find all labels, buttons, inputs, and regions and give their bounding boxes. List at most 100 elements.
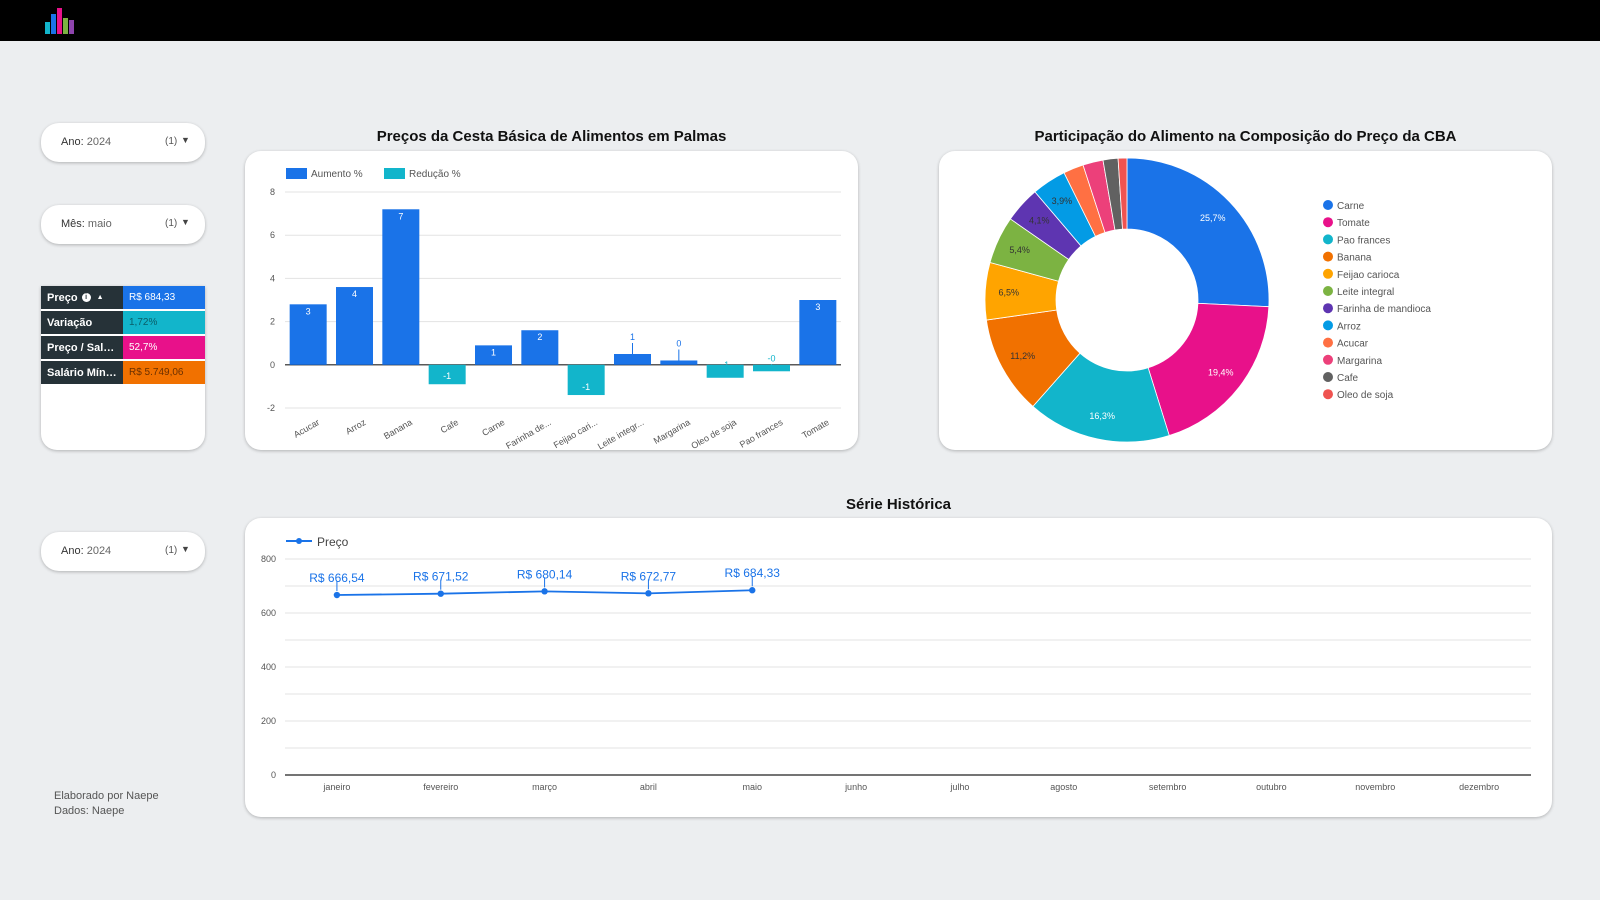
y-tick-label: 800	[261, 554, 276, 564]
x-tick-label: junho	[844, 782, 867, 792]
year-filter-count: (1)	[165, 545, 178, 556]
kpi-table: Preço i ▲ R$ 684,33 Variação 1,72% Preço /…	[41, 286, 205, 386]
data-point[interactable]	[437, 590, 444, 597]
legend-label[interactable]: Carne	[1337, 201, 1365, 212]
kpi-value: R$ 684,33	[123, 286, 205, 311]
legend-label[interactable]: Banana	[1337, 253, 1372, 264]
legend-dot	[1323, 286, 1333, 296]
x-tick-label: Arroz	[344, 417, 368, 437]
legend-label[interactable]: Margarina	[1337, 356, 1382, 367]
chevron-down-icon[interactable]: ▼	[181, 217, 190, 227]
month-filter-count: (1)	[165, 218, 178, 229]
app-logo-icon[interactable]	[45, 8, 79, 34]
year-filter-label: Ano:	[61, 136, 84, 148]
legend-label[interactable]: Pao frances	[1337, 235, 1390, 246]
bar[interactable]	[382, 209, 420, 365]
year-filter-top[interactable]: Ano: 2024 (1) ▼	[41, 123, 205, 162]
kpi-row-min-salary[interactable]: Salário Mín… R$ 5.749,06	[41, 360, 205, 386]
month-filter-label: Mês:	[61, 218, 85, 230]
point-value-label: R$ 680,14	[517, 567, 573, 581]
credits-source: Dados: Naepe	[54, 805, 125, 817]
bar-value-label: -1	[443, 371, 451, 381]
legend-label[interactable]: Arroz	[1337, 321, 1361, 332]
legend-label[interactable]: Leite integral	[1337, 287, 1394, 298]
legend-label[interactable]: Redução %	[409, 169, 461, 180]
data-point[interactable]	[541, 588, 548, 595]
legend-label[interactable]: Preço	[317, 535, 349, 549]
bar[interactable]	[475, 345, 512, 365]
legend-label[interactable]: Aumento %	[311, 169, 363, 180]
bar[interactable]	[799, 300, 837, 365]
bar[interactable]	[289, 304, 327, 365]
x-tick-label: Leite integr...	[596, 417, 646, 450]
legend-label[interactable]: Cafe	[1337, 373, 1359, 384]
y-tick-label: 6	[270, 230, 275, 240]
bar[interactable]	[336, 287, 373, 365]
x-tick-label: setembro	[1149, 782, 1187, 792]
donut-chart[interactable]: 25,7% 19,4% 16,3% 11,2% 6,5% 5,4% 4,1%3,9% Carn…	[939, 151, 1552, 450]
chevron-down-icon[interactable]: ▼	[181, 544, 190, 554]
y-tick-label: 0	[270, 360, 275, 370]
slice-label: 16,3%	[1089, 411, 1115, 421]
bar[interactable]	[753, 364, 790, 372]
legend-label[interactable]: Oleo de soja	[1337, 390, 1394, 401]
sort-ascending-icon[interactable]: ▲	[96, 294, 104, 302]
credits: Elaborado por Naepe Dados: Naepe	[54, 789, 159, 819]
chevron-down-icon[interactable]: ▼	[181, 135, 190, 145]
legend-label[interactable]: Tomate	[1337, 218, 1370, 229]
kpi-row-price[interactable]: Preço i ▲ R$ 684,33	[41, 286, 205, 311]
year-filter-bottom[interactable]: Ano: 2024 (1) ▼	[41, 532, 205, 571]
x-tick-label: Banana	[382, 417, 414, 441]
kpi-label: Salário Mín…	[41, 360, 123, 386]
slice-label: 5,4%	[1009, 245, 1030, 255]
y-tick-label: 4	[270, 273, 275, 283]
donut-slice[interactable]	[1147, 302, 1270, 437]
legend-dot	[1323, 217, 1333, 228]
x-tick-label: Feijao cari...	[552, 417, 599, 450]
x-tick-label: dezembro	[1459, 782, 1499, 792]
legend-label[interactable]: Farinha de mandioca	[1337, 304, 1431, 315]
slice-label: 19,4%	[1208, 367, 1234, 377]
bar-value-label: -1	[582, 382, 590, 392]
y-tick-label: 8	[270, 187, 275, 197]
data-point[interactable]	[749, 587, 756, 594]
x-tick-label: novembro	[1355, 782, 1395, 792]
kpi-row-variation[interactable]: Variação 1,72%	[41, 310, 205, 336]
x-tick-label: Tomate	[800, 417, 831, 440]
line-chart-card: Preço 800 600 400 200 0 janeiro fevereiro março a…	[245, 518, 1552, 817]
year-filter-value: 2024	[86, 545, 112, 557]
x-tick-label: Carne	[480, 417, 506, 438]
bar-chart[interactable]: Aumento % Redução % 8 6 4 2 0 -2 3 Acucar 4 Arroz 7 B…	[245, 151, 858, 452]
kpi-value: R$ 5.749,06	[123, 360, 205, 386]
legend-label[interactable]: Feijao carioca	[1337, 270, 1400, 281]
line-chart[interactable]: Preço 800 600 400 200 0 janeiro fevereiro março a…	[245, 518, 1552, 817]
bar[interactable]	[567, 364, 605, 396]
slice-label: 25,7%	[1200, 213, 1226, 223]
bar[interactable]	[660, 360, 698, 365]
bar[interactable]	[428, 364, 466, 385]
x-tick-label: janeiro	[322, 782, 350, 792]
data-point[interactable]	[645, 590, 652, 597]
bar-value-label: 3	[306, 306, 311, 316]
data-point[interactable]	[333, 591, 341, 599]
month-filter[interactable]: Mês: maio (1) ▼	[41, 205, 205, 244]
x-tick-label: Margarina	[652, 417, 692, 446]
bar[interactable]	[614, 354, 651, 365]
x-tick-label: Pao frances	[738, 417, 785, 450]
bar[interactable]	[521, 330, 559, 365]
legend-label[interactable]: Acucar	[1337, 339, 1369, 350]
pie-chart-title: Participação do Alimento na Composição d…	[1034, 128, 1457, 145]
donut-slice[interactable]	[1126, 157, 1270, 308]
y-tick-label: 0	[271, 770, 276, 780]
legend-dot	[1323, 337, 1333, 348]
legend-dot	[1323, 251, 1333, 262]
x-tick-label: outubro	[1256, 782, 1287, 792]
y-tick-label: 400	[261, 662, 276, 672]
kpi-row-price-salary[interactable]: Preço / Sal… 52,7%	[41, 335, 205, 361]
info-icon[interactable]: i	[81, 293, 91, 303]
kpi-label: Preço / Sal…	[41, 335, 123, 361]
donut-slice[interactable]	[1117, 157, 1128, 230]
legend-dot	[1323, 372, 1333, 382]
x-tick-label: abril	[640, 782, 657, 792]
legend-swatch	[384, 168, 405, 179]
